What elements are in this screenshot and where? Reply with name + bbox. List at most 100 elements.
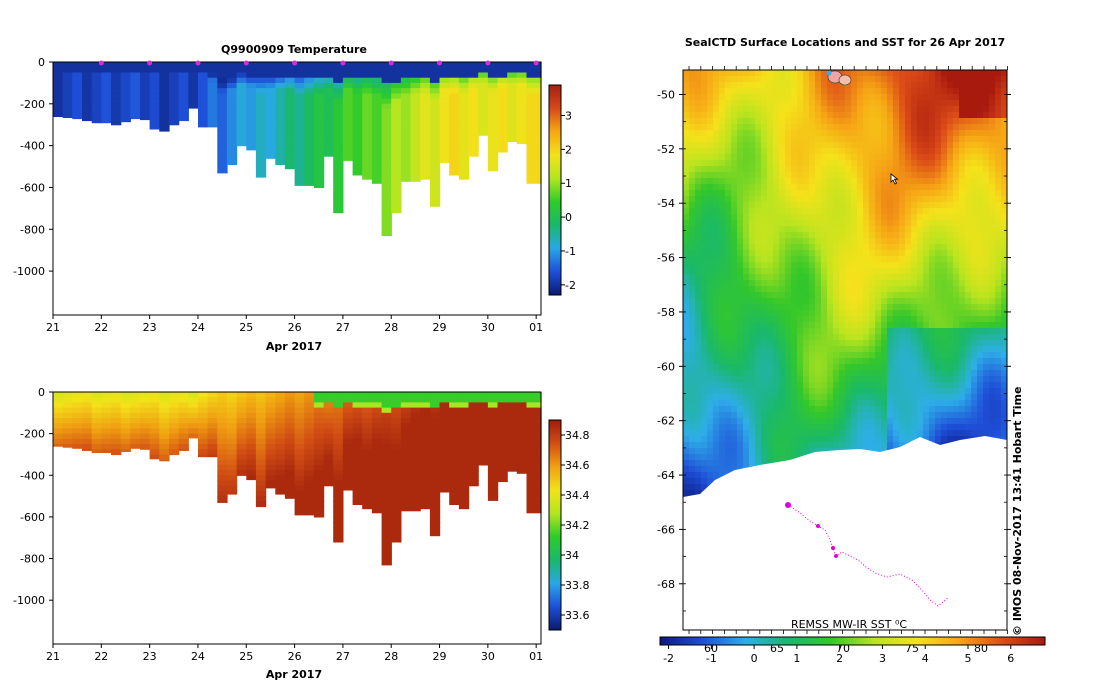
profile-cell [449, 423, 460, 429]
profile-cell [381, 203, 392, 209]
profile-cell [410, 109, 421, 115]
profile-cell [149, 114, 160, 121]
profile-cell [304, 511, 315, 516]
profile-cell [487, 124, 499, 131]
profile-cell [226, 82, 238, 89]
profile-cell [72, 412, 83, 419]
profile-cell [362, 103, 373, 110]
profile-cell [371, 161, 383, 168]
profile-cell [497, 438, 508, 445]
profile-cell [371, 124, 383, 131]
profile-cell [198, 454, 209, 458]
profile-cell [169, 433, 180, 440]
profile-cell [478, 418, 489, 424]
profile-cell [198, 444, 209, 450]
profile-cell [226, 62, 238, 68]
profile-cell [468, 418, 479, 424]
profile-cell [391, 402, 402, 409]
profile-cell [381, 130, 392, 136]
profile-cell [381, 496, 392, 502]
profile-cell [410, 114, 421, 121]
profile-cell [420, 145, 431, 152]
profile-cell [371, 150, 383, 157]
profile-cell [275, 119, 286, 126]
profile-cell [246, 145, 257, 151]
profile-cell [101, 62, 112, 68]
profile-cell [458, 449, 470, 456]
colorbar-tick-label: 33.8 [565, 579, 590, 592]
profile-cell [381, 397, 392, 403]
profile-cell [449, 490, 460, 497]
profile-cell [207, 407, 218, 414]
profile-cell [507, 397, 518, 403]
profile-cell [381, 548, 392, 554]
profile-cell [53, 428, 64, 435]
profile-cell [149, 124, 160, 130]
profile-cell [82, 397, 93, 403]
profile-cell [391, 119, 402, 126]
profile-cell [294, 161, 305, 168]
profile-cell [410, 82, 421, 89]
profile-cell [342, 130, 354, 136]
profile-cell [458, 72, 470, 79]
profile-cell [391, 192, 402, 199]
profile-cell [516, 392, 528, 398]
profile-cell [313, 166, 325, 173]
profile-cell [62, 397, 73, 403]
lat-tick-label: -62 [657, 415, 675, 428]
map-overlay-marker [826, 70, 852, 86]
profile-cell [497, 402, 508, 409]
profile-cell [53, 392, 64, 398]
profile-cell [371, 480, 383, 487]
profile-cell [362, 72, 373, 79]
profile-cell [304, 140, 315, 147]
profile-cell [516, 130, 528, 136]
profile-cell [226, 119, 238, 126]
profile-cell [468, 423, 479, 429]
seal-position [834, 554, 838, 558]
profile-cell [507, 470, 518, 472]
profile-cell [391, 150, 402, 157]
profile-cell [255, 82, 267, 89]
profile-cell [169, 88, 180, 94]
profile-cell [526, 103, 542, 110]
profile-cell [149, 77, 160, 84]
profile-cell [217, 454, 228, 461]
profile-cell [526, 150, 542, 157]
profile-cell [111, 62, 122, 68]
profile-cell [429, 182, 441, 188]
profile-cell [507, 109, 518, 115]
x-tick-label: 25 [239, 650, 253, 663]
profile-cell [420, 454, 431, 461]
profile-cell [516, 109, 528, 115]
profile-cell [304, 88, 315, 94]
profile-cell [313, 140, 325, 147]
profile-cell [497, 480, 508, 483]
profile-cell [304, 470, 315, 476]
profile-cell [91, 72, 102, 79]
profile-cell [265, 135, 276, 141]
profile-cell [516, 464, 528, 471]
profile-cell [255, 423, 267, 429]
profile-cell [478, 82, 489, 89]
profile-cell [101, 109, 112, 115]
profile-cell [371, 464, 383, 471]
profile-cell [284, 449, 296, 456]
profile-cell [72, 428, 83, 435]
profile-cell [140, 62, 151, 68]
profile-cell [362, 119, 373, 126]
profile-cell [362, 109, 373, 115]
profile-cell [391, 407, 402, 414]
profile-cell [391, 392, 402, 398]
profile-cell [449, 103, 460, 110]
profile-cell [140, 114, 151, 121]
profile-cell [333, 135, 344, 141]
profile-cell [188, 392, 199, 398]
profile-cell [439, 470, 450, 476]
profile-cell [429, 423, 441, 429]
profile-cell [516, 77, 528, 84]
profile-cell [342, 119, 354, 126]
profile-cell [207, 449, 218, 456]
profile-cell [284, 82, 296, 89]
profile-cell [400, 124, 412, 131]
